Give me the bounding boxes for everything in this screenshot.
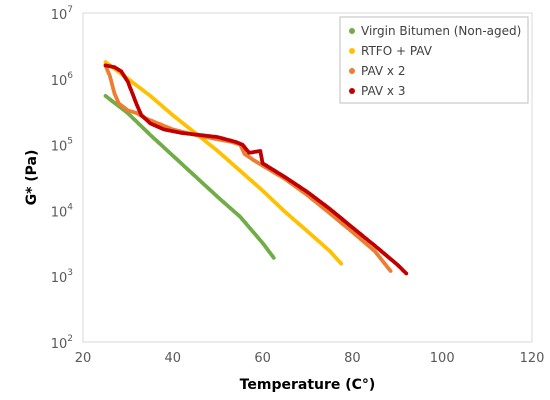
x-axis-title: Temperature (C°): [240, 377, 376, 393]
plot-border: [82, 12, 533, 343]
legend-marker: [349, 28, 355, 34]
plot-area: [82, 12, 533, 343]
x-tick-label: 20: [75, 351, 92, 366]
y-tick-label: 102: [51, 334, 73, 352]
legend-marker: [349, 48, 355, 54]
legend-label: RTFO + PAV: [361, 44, 433, 58]
y-tick-label: 104: [51, 202, 74, 220]
y-tick-label: 107: [51, 5, 73, 23]
x-tick-label: 60: [254, 351, 271, 366]
x-tick-label: 100: [430, 351, 455, 366]
data-point: [339, 261, 344, 266]
x-tick-label: 80: [344, 351, 361, 366]
data-point: [271, 256, 276, 260]
y-tick-label: 105: [51, 137, 73, 155]
legend-marker: [349, 68, 355, 74]
series-2: [103, 60, 344, 266]
ticks-layer: 20 40 60 80 100 120 102 103 104 105 106 107: [51, 5, 545, 366]
legend-label: PAV x 2: [361, 64, 405, 78]
legend: Virgin Bitumen (Non-aged) RTFO + PAV PAV x…: [339, 16, 529, 104]
y-tick-label: 106: [51, 71, 74, 89]
data-point: [404, 271, 409, 276]
legend-label: Virgin Bitumen (Non-aged): [361, 24, 521, 38]
data-point: [388, 269, 393, 273]
legend-label: PAV x 3: [361, 84, 405, 98]
x-tick-label: 120: [520, 351, 545, 366]
y-tick-label: 103: [51, 268, 73, 286]
legend-box: [339, 16, 529, 104]
x-tick-label: 40: [165, 351, 182, 366]
series-1: [103, 94, 276, 260]
legend-marker: [349, 88, 355, 94]
series-layer: [103, 60, 409, 276]
series-4: [103, 63, 409, 276]
y-axis-title: G* (Pa): [24, 150, 40, 206]
